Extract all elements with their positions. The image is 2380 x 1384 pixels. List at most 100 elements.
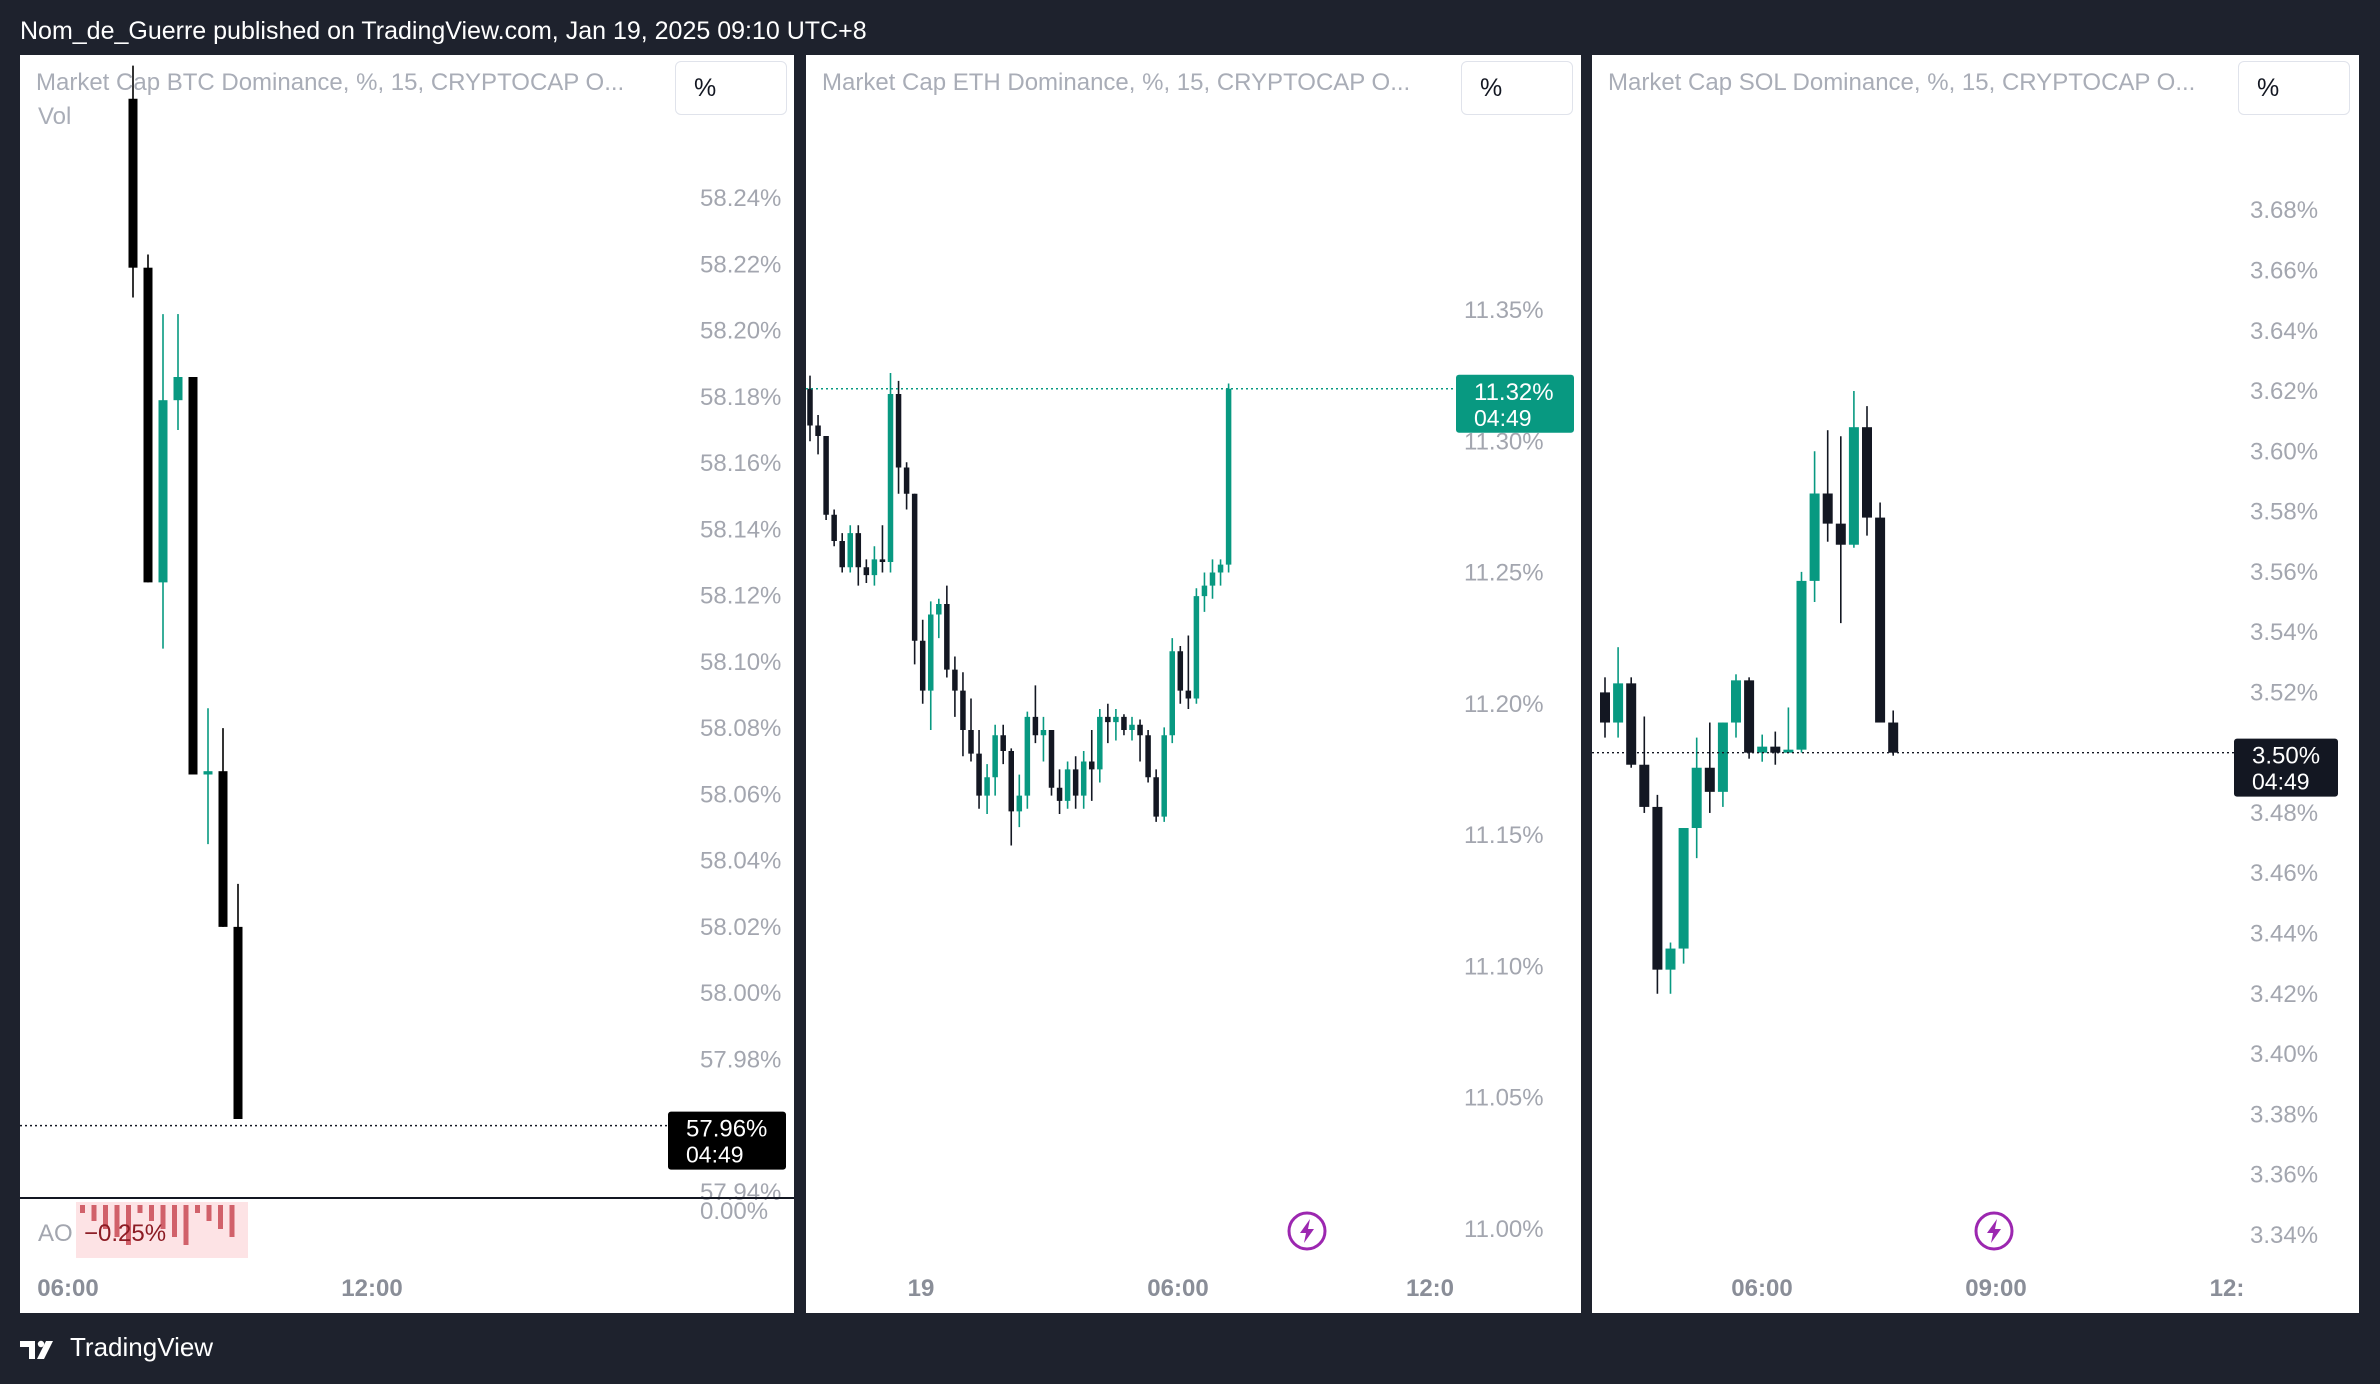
candle[interactable] xyxy=(992,724,998,796)
candle[interactable] xyxy=(1080,751,1087,809)
candle[interactable] xyxy=(1652,794,1663,994)
candle[interactable] xyxy=(1137,719,1143,762)
candles[interactable] xyxy=(807,373,1232,846)
candle[interactable] xyxy=(1016,774,1023,828)
btc-chart-canvas[interactable]: 58.24% 58.22% 58.20% 58.18% 58.16% 58.14% 58.1… xyxy=(20,55,794,1313)
candle[interactable] xyxy=(879,525,886,573)
candle[interactable] xyxy=(1105,703,1111,744)
percent-scale-button[interactable]: % xyxy=(675,61,787,115)
candles[interactable] xyxy=(1600,391,1899,994)
candle[interactable] xyxy=(1024,711,1031,809)
candle[interactable] xyxy=(1161,727,1167,822)
candle[interactable] xyxy=(1809,451,1820,602)
candle[interactable] xyxy=(1000,724,1006,765)
eth-dominance-chart[interactable]: 11.35% 11.30% 11.25% 11.20% 11.15% 11.10% 11.0… xyxy=(806,55,1581,1313)
candle[interactable] xyxy=(887,373,894,573)
candle[interactable] xyxy=(807,375,813,442)
candle[interactable] xyxy=(1744,677,1755,759)
candle[interactable] xyxy=(218,728,228,927)
candle[interactable] xyxy=(919,619,926,704)
candle[interactable] xyxy=(1731,674,1741,738)
candle[interactable] xyxy=(1822,430,1833,542)
candle[interactable] xyxy=(128,65,138,298)
candle[interactable] xyxy=(1613,647,1624,738)
candle[interactable] xyxy=(173,314,183,430)
candle[interactable] xyxy=(1121,714,1127,736)
candle[interactable] xyxy=(1072,756,1079,809)
candle[interactable] xyxy=(815,415,821,455)
candle[interactable] xyxy=(936,598,942,639)
candle[interactable] xyxy=(968,698,974,762)
candle[interactable] xyxy=(1217,559,1224,586)
lightning-icon[interactable] xyxy=(1974,1211,2014,1251)
candle[interactable] xyxy=(1678,828,1689,964)
candle[interactable] xyxy=(1717,722,1728,807)
candle[interactable] xyxy=(1129,716,1135,741)
x-axis[interactable]: 06:00 12:00 xyxy=(37,1275,402,1302)
candle[interactable] xyxy=(944,585,950,678)
candle[interactable] xyxy=(1040,716,1047,762)
candle[interactable] xyxy=(1048,730,1055,796)
x-axis[interactable]: 06:00 09:00 12: xyxy=(1731,1275,2244,1302)
candle[interactable] xyxy=(1145,730,1151,783)
candle[interactable] xyxy=(1691,737,1702,859)
candle[interactable] xyxy=(1008,748,1015,846)
candle[interactable] xyxy=(911,493,918,665)
candle[interactable] xyxy=(1169,638,1176,744)
candle[interactable] xyxy=(1875,502,1886,723)
lightning-icon[interactable] xyxy=(1287,1211,1327,1251)
y-axis[interactable]: 11.35%11.30%11.25%11.20%11.15%11.10%11.0… xyxy=(1464,297,1544,1243)
candle[interactable] xyxy=(895,380,902,494)
candle[interactable] xyxy=(839,533,845,573)
candle[interactable] xyxy=(1113,709,1119,741)
candle[interactable] xyxy=(1848,391,1859,548)
candle[interactable] xyxy=(1185,635,1192,710)
candle[interactable] xyxy=(1153,769,1159,822)
candle[interactable] xyxy=(1783,707,1794,753)
candle[interactable] xyxy=(928,601,934,730)
y-axis[interactable]: 58.24% 58.22% 58.20% 58.18% 58.16% 58.14% 58.1… xyxy=(700,185,781,1206)
btc-dominance-chart[interactable]: 58.24% 58.22% 58.20% 58.18% 58.16% 58.14% 58.1… xyxy=(20,55,794,1313)
candle[interactable] xyxy=(1225,383,1232,573)
candle[interactable] xyxy=(855,525,862,586)
candle[interactable] xyxy=(1177,646,1184,704)
candle[interactable] xyxy=(952,656,958,717)
candle[interactable] xyxy=(1888,710,1899,756)
candle[interactable] xyxy=(1209,559,1216,599)
candle[interactable] xyxy=(1064,761,1071,809)
percent-scale-button[interactable]: % xyxy=(1461,61,1573,115)
candle[interactable] xyxy=(1089,730,1095,801)
candle[interactable] xyxy=(1796,571,1807,753)
candle[interactable] xyxy=(960,672,966,757)
candle[interactable] xyxy=(903,462,910,510)
candle[interactable] xyxy=(1032,685,1039,744)
candle[interactable] xyxy=(1835,436,1846,624)
sol-chart-canvas[interactable]: 3.68% 3.66% 3.64% 3.62% 3.60% 3.58% 3.56% 3.54%… xyxy=(1592,55,2359,1313)
candle[interactable] xyxy=(1862,406,1872,536)
candle[interactable] xyxy=(1600,677,1610,738)
candles[interactable] xyxy=(128,65,243,1119)
candle[interactable] xyxy=(203,708,213,845)
candle[interactable] xyxy=(1757,734,1768,762)
candle[interactable] xyxy=(1639,716,1650,813)
candle[interactable] xyxy=(233,883,243,1119)
candle[interactable] xyxy=(1193,588,1200,704)
candle[interactable] xyxy=(1201,572,1208,612)
candle[interactable] xyxy=(1626,677,1637,768)
sol-dominance-chart[interactable]: 3.68% 3.66% 3.64% 3.62% 3.60% 3.58% 3.56% 3.54%… xyxy=(1592,55,2359,1313)
ao-subpane[interactable]: 0.00% AO −0.25% xyxy=(20,1197,794,1258)
candle[interactable] xyxy=(143,254,153,583)
candle[interactable] xyxy=(863,559,870,583)
percent-scale-button[interactable]: % xyxy=(2238,61,2350,115)
candle[interactable] xyxy=(831,509,837,547)
candle[interactable] xyxy=(1704,722,1715,813)
candle[interactable] xyxy=(984,764,990,814)
candle[interactable] xyxy=(976,730,982,809)
candle[interactable] xyxy=(1770,731,1781,765)
candle[interactable] xyxy=(1665,942,1676,994)
candle[interactable] xyxy=(823,436,829,520)
candle[interactable] xyxy=(188,377,198,775)
candle[interactable] xyxy=(871,546,878,586)
y-axis[interactable]: 3.68% 3.66% 3.64% 3.62% 3.60% 3.58% 3.56% 3.54%… xyxy=(2250,197,2318,1249)
eth-chart-canvas[interactable]: 11.35%11.30%11.25%11.20%11.15%11.10%11.0… xyxy=(806,55,1581,1313)
